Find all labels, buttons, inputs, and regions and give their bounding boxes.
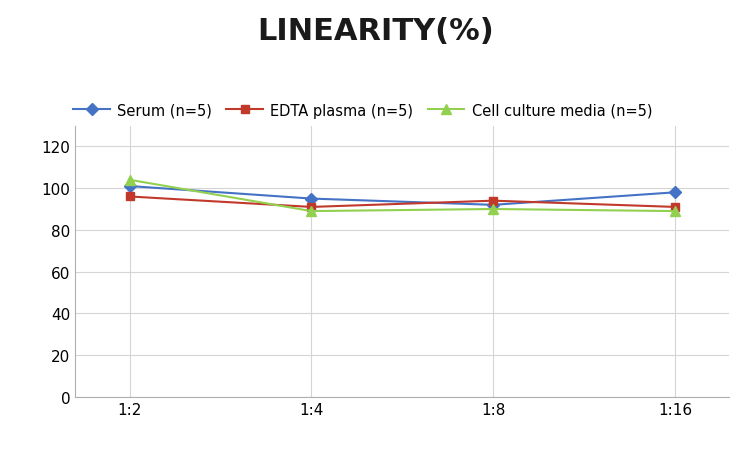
Cell culture media (n=5) bbox=[489, 207, 498, 212]
Cell culture media (n=5) bbox=[307, 209, 316, 214]
Text: LINEARITY(%): LINEARITY(%) bbox=[258, 17, 494, 46]
EDTA plasma (n=5) bbox=[671, 205, 680, 210]
Serum (n=5) bbox=[489, 202, 498, 208]
Serum (n=5) bbox=[671, 190, 680, 196]
EDTA plasma (n=5) bbox=[307, 205, 316, 210]
Line: EDTA plasma (n=5): EDTA plasma (n=5) bbox=[126, 193, 679, 212]
Line: Serum (n=5): Serum (n=5) bbox=[126, 183, 679, 210]
Cell culture media (n=5) bbox=[671, 209, 680, 214]
Serum (n=5) bbox=[125, 184, 134, 189]
EDTA plasma (n=5) bbox=[489, 198, 498, 204]
EDTA plasma (n=5) bbox=[125, 194, 134, 200]
Serum (n=5) bbox=[307, 197, 316, 202]
Legend: Serum (n=5), EDTA plasma (n=5), Cell culture media (n=5): Serum (n=5), EDTA plasma (n=5), Cell cul… bbox=[68, 97, 658, 124]
Line: Cell culture media (n=5): Cell culture media (n=5) bbox=[125, 175, 680, 216]
Cell culture media (n=5) bbox=[125, 178, 134, 183]
